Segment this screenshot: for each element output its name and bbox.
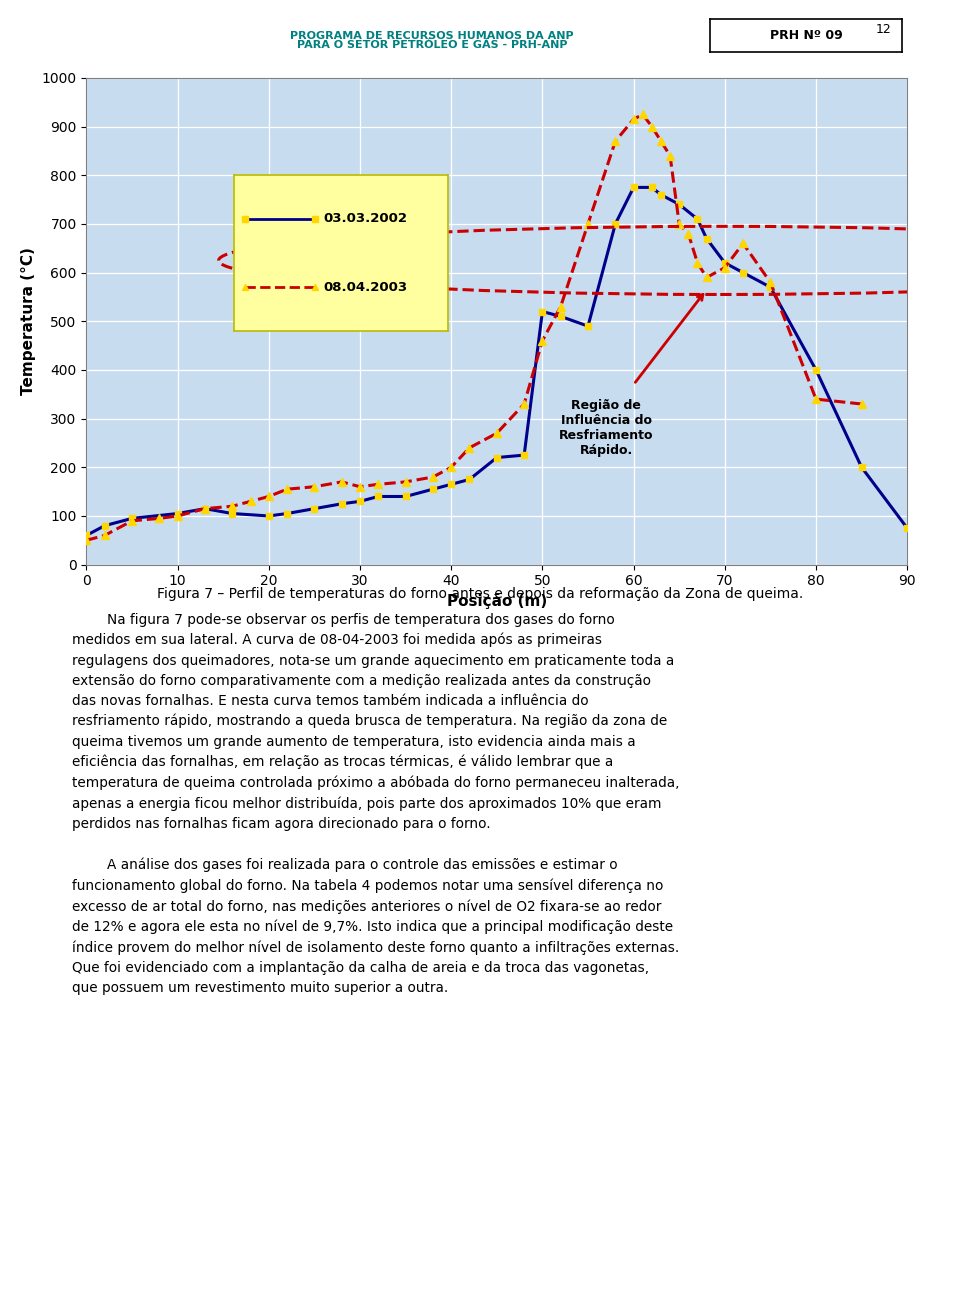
Text: PRH Nº 09: PRH Nº 09 bbox=[770, 29, 843, 43]
Text: Região de
Influência do
Resfriamento
Rápido.: Região de Influência do Resfriamento Ráp… bbox=[559, 400, 654, 457]
Y-axis label: Temperatura (°C): Temperatura (°C) bbox=[21, 248, 36, 395]
X-axis label: Posição (m): Posição (m) bbox=[446, 594, 547, 609]
Text: Na figura 7 pode-se observar os perfis de temperatura dos gases do forno
medidos: Na figura 7 pode-se observar os perfis d… bbox=[72, 613, 680, 996]
Text: 12: 12 bbox=[876, 23, 891, 36]
Text: Figura 7 – Perfil de temperaturas do forno antes e depois da reformação da Zona : Figura 7 – Perfil de temperaturas do for… bbox=[156, 587, 804, 601]
Text: PROGRAMA DE RECURSOS HUMANOS DA ANP: PROGRAMA DE RECURSOS HUMANOS DA ANP bbox=[290, 31, 574, 42]
Text: PARA O SETOR PETRÓLEO E GÁS - PRH-ANP: PARA O SETOR PETRÓLEO E GÁS - PRH-ANP bbox=[297, 40, 567, 51]
